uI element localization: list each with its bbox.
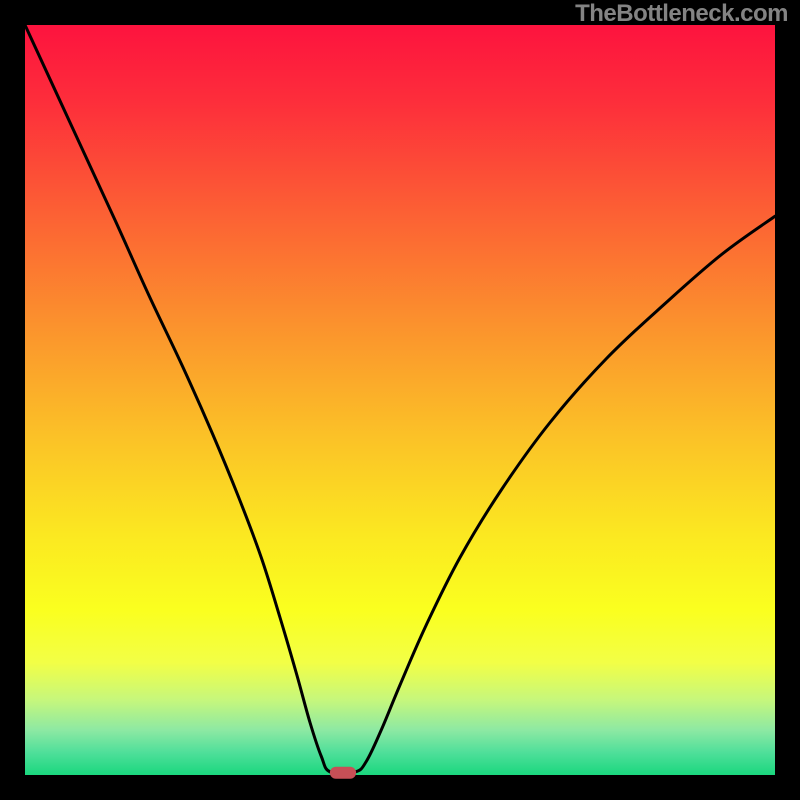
bottleneck-marker [330,767,356,779]
watermark-label: TheBottleneck.com [575,0,788,28]
chart-container: TheBottleneck.com [0,0,800,800]
bottleneck-chart [0,0,800,800]
gradient-background [25,25,775,775]
